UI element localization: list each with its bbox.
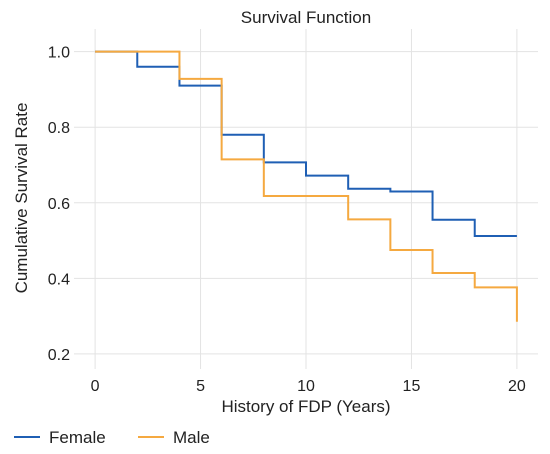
series-lines xyxy=(95,50,518,322)
series-line-male xyxy=(95,50,518,322)
x-tick-label: 10 xyxy=(297,378,315,395)
x-tick-label: 0 xyxy=(91,378,100,395)
y-tick-label: 0.6 xyxy=(48,196,70,213)
legend-label-male: Male xyxy=(173,428,210,447)
x-axis-title: History of FDP (Years) xyxy=(221,397,390,416)
tick-labels: 0 5 10 15 20 0.2 0.4 0.6 0.8 1.0 xyxy=(48,45,526,395)
y-tick-label: 1.0 xyxy=(48,45,70,62)
x-tick-label: 20 xyxy=(508,378,526,395)
y-axis-title: Cumulative Survival Rate xyxy=(12,103,31,294)
chart-title: Survival Function xyxy=(241,8,371,27)
x-tick-label: 15 xyxy=(403,378,421,395)
legend: Female Male xyxy=(14,428,210,447)
y-tick-label: 0.4 xyxy=(48,271,70,288)
legend-label-female: Female xyxy=(49,428,106,447)
x-tick-label: 5 xyxy=(196,378,205,395)
y-tick-label: 0.8 xyxy=(48,120,70,137)
grid-lines xyxy=(74,29,538,369)
y-tick-label: 0.2 xyxy=(48,347,70,364)
